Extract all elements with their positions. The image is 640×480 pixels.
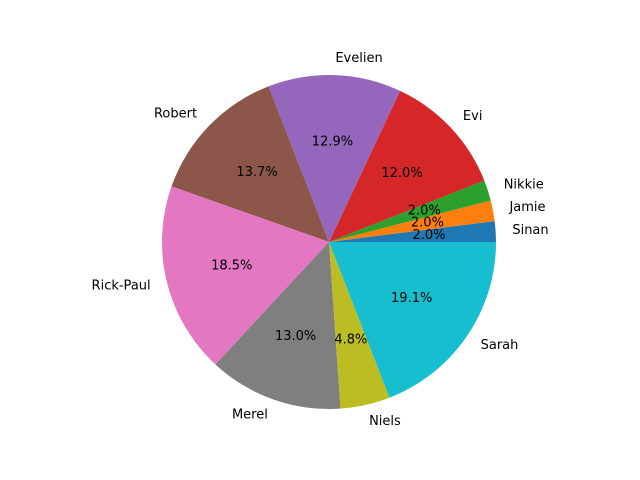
slice-label-evelien: Evelien xyxy=(335,51,382,66)
pie-slice-evelien xyxy=(268,74,401,242)
slice-percent-evelien: 12.9% xyxy=(312,134,353,149)
pie-slice-sinan xyxy=(329,221,496,242)
slice-label-rick-paul: Rick-Paul xyxy=(92,279,151,294)
slice-label-sarah: Sarah xyxy=(481,338,519,353)
slice-percent-merel: 13.0% xyxy=(275,329,316,344)
slice-label-jamie: Jamie xyxy=(508,200,545,215)
pie-slice-evi xyxy=(329,90,485,242)
slice-label-niels: Niels xyxy=(369,414,401,429)
slice-percent-sinan: 2.0% xyxy=(412,228,445,243)
slice-label-robert: Robert xyxy=(154,107,197,122)
slice-percent-jamie: 2.0% xyxy=(411,216,444,231)
slice-label-nikkie: Nikkie xyxy=(504,178,544,193)
slice-percent-rick-paul: 18.5% xyxy=(211,259,252,274)
slice-percent-robert: 13.7% xyxy=(236,165,277,180)
pie-slice-sarah xyxy=(329,242,496,398)
pie-labels: Sinan 2.0% Jamie 2.0% Nikkie 2.0% Evi 12.0% Evel… xyxy=(92,51,549,429)
pie-slice-nikkie xyxy=(329,180,491,242)
pie-slice-niels xyxy=(329,242,390,409)
pie-slice-rick-paul xyxy=(162,186,329,365)
slice-percent-sarah: 19.1% xyxy=(391,291,432,306)
pie-slice-jamie xyxy=(329,200,495,242)
slice-label-evi: Evi xyxy=(463,109,483,124)
pie-slice-merel xyxy=(215,242,341,409)
slice-label-merel: Merel xyxy=(232,408,268,423)
pie-slice-robert xyxy=(171,86,329,242)
slice-percent-niels: 4.8% xyxy=(334,332,367,347)
slice-percent-evi: 12.0% xyxy=(381,166,422,181)
slice-label-sinan: Sinan xyxy=(512,223,548,238)
pie-slices xyxy=(162,74,496,409)
slice-percent-nikkie: 2.0% xyxy=(408,204,441,219)
